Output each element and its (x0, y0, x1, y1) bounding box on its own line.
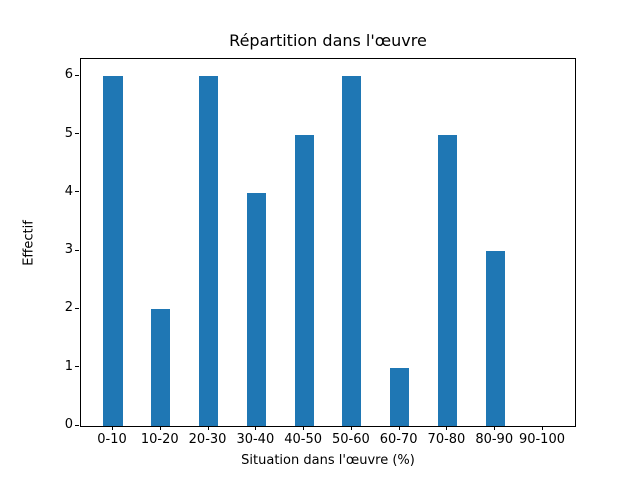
bar-40-50 (294, 134, 314, 426)
y-axis-label: Effectif (21, 220, 37, 266)
y-tick-mark (75, 74, 79, 76)
y-tick-label-2: 2 (64, 300, 73, 316)
x-tick-mark (303, 426, 305, 430)
bar-80-90 (485, 251, 505, 426)
bar-20-30 (199, 76, 219, 426)
x-axis-label: Situation dans l'œuvre (%) (241, 453, 415, 468)
x-tick-label-30-40: 30-40 (236, 432, 275, 447)
x-tick-mark (541, 426, 543, 430)
y-tick-mark (75, 366, 79, 368)
x-tick-mark (255, 426, 257, 430)
bar-30-40 (246, 192, 266, 426)
chart-title: Répartition dans l'œuvre (229, 31, 427, 50)
bar-10-20 (151, 309, 171, 426)
x-tick-mark (494, 426, 496, 430)
y-tick-mark (75, 249, 79, 251)
x-tick-label-50-60: 50-60 (331, 432, 370, 447)
bar-50-60 (342, 76, 362, 426)
y-tick-label-4: 4 (64, 183, 73, 199)
bar-0-10 (103, 76, 123, 426)
y-tick-label-5: 5 (64, 125, 73, 141)
bar-70-80 (437, 134, 457, 426)
y-tick-label-3: 3 (64, 242, 73, 258)
y-tick-mark (75, 307, 79, 309)
x-tick-label-80-90: 80-90 (475, 432, 514, 447)
x-tick-label-60-70: 60-70 (379, 432, 418, 447)
x-tick-label-10-20: 10-20 (140, 432, 179, 447)
x-tick-label-70-80: 70-80 (427, 432, 466, 447)
y-tick-mark (75, 133, 79, 135)
x-tick-label-20-30: 20-30 (188, 432, 227, 447)
plot-area (80, 58, 576, 427)
y-tick-label-6: 6 (64, 67, 73, 83)
x-tick-label-90-100: 90-100 (518, 432, 565, 447)
x-tick-mark (112, 426, 113, 430)
x-tick-mark (350, 426, 352, 430)
bar-60-70 (390, 367, 410, 426)
y-tick-label-1: 1 (64, 358, 73, 374)
x-tick-label-40-50: 40-50 (284, 432, 322, 447)
x-tick-mark (398, 426, 400, 430)
x-tick-mark (207, 426, 209, 430)
x-tick-label-0-10: 0-10 (97, 432, 127, 447)
y-tick-label-0: 0 (64, 417, 73, 432)
y-tick-mark (75, 191, 79, 193)
y-tick-mark (75, 424, 79, 426)
x-tick-mark (159, 426, 161, 430)
x-tick-mark (446, 426, 448, 430)
